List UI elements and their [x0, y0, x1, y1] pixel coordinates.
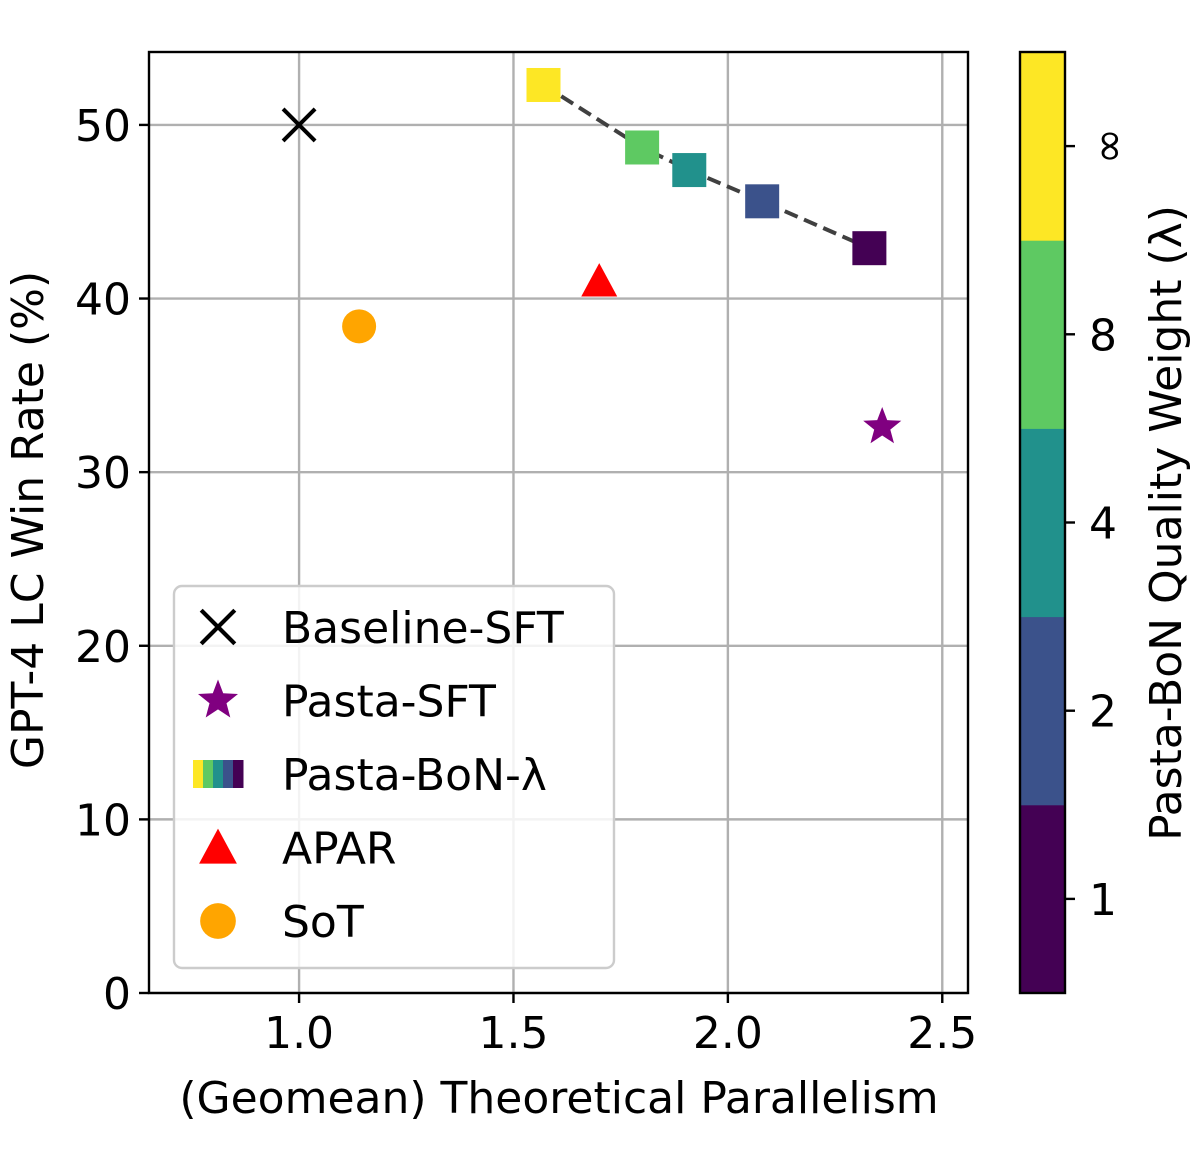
x-axis-ticks: 1.0 1.5 2.0 2.5 [264, 993, 977, 1059]
pasta-bon-point [672, 153, 707, 188]
legend: Baseline-SFT Pasta-SFT Pasta-BoN-λ APAR SoT [172, 584, 616, 970]
colorbar-tick-label: 2 [1089, 687, 1117, 738]
pasta-bon-point [526, 67, 561, 102]
colorbar-label: Pasta-BoN Quality Weight (λ) [1141, 205, 1192, 841]
colorbar-segment [1020, 240, 1065, 429]
colorbar-tick-label: ∞ [1083, 128, 1134, 165]
x-axis-label: (Geomean) Theoretical Parallelism [179, 1073, 938, 1124]
colorbar-segment [1020, 52, 1065, 241]
baseline-sft-point [281, 107, 317, 143]
legend-label: Pasta-BoN-λ [282, 750, 547, 801]
y-tick-label: 30 [75, 448, 131, 499]
x-tick-label: 1.0 [264, 1008, 334, 1059]
pasta-bon-point [745, 184, 780, 219]
apar-point [581, 263, 618, 297]
legend-label: APAR [282, 824, 397, 875]
sot-point [342, 309, 377, 344]
grid [149, 52, 968, 995]
y-tick-label: 50 [75, 101, 131, 152]
legend-swatch-segment [203, 760, 214, 788]
legend-marker [199, 608, 237, 646]
x-tick-label: 2.0 [693, 1008, 763, 1059]
plot-frame [147, 50, 970, 995]
pasta-sft-point [863, 407, 902, 444]
y-axis-label: GPT-4 LC Win Rate (%) [3, 271, 54, 769]
legend-marker [198, 679, 238, 718]
x-tick-label: 1.5 [478, 1008, 548, 1059]
pasta-bon-point [625, 130, 660, 165]
x-tick-label: 2.5 [907, 1008, 977, 1059]
colorbar-border [1018, 50, 1067, 995]
pasta-bon-point [852, 231, 887, 266]
y-axis-ticks: 0 10 20 30 40 50 [75, 101, 149, 1020]
plot-border [147, 50, 970, 995]
legend-label: Pasta-SFT [282, 677, 496, 728]
y-tick-label: 0 [103, 969, 131, 1020]
colorbar-segment [1020, 428, 1065, 618]
colorbar: 1 2 4 8 ∞ [1018, 50, 1134, 995]
legend-label: Baseline-SFT [282, 603, 564, 654]
data-marks [281, 67, 902, 444]
legend-label: SoT [282, 897, 364, 948]
y-tick-label: 20 [75, 622, 131, 673]
legend-marker [199, 828, 237, 864]
legend-swatch-segment [193, 760, 204, 788]
y-tick-label: 10 [75, 795, 131, 846]
colorbar-tick-label: 8 [1089, 310, 1117, 361]
legend-swatch-segment [213, 760, 224, 788]
legend-swatch-segment [223, 760, 234, 788]
colorbar-segment [1020, 804, 1065, 994]
y-tick-label: 40 [75, 275, 131, 326]
colorbar-tick-label: 1 [1089, 875, 1117, 926]
colorbar-segment [1020, 616, 1065, 806]
legend-swatch-gradient [193, 760, 244, 788]
legend-box [172, 584, 616, 970]
legend-swatch-segment [233, 760, 244, 788]
legend-marker [200, 903, 236, 939]
colorbar-tick-label: 4 [1089, 499, 1117, 550]
